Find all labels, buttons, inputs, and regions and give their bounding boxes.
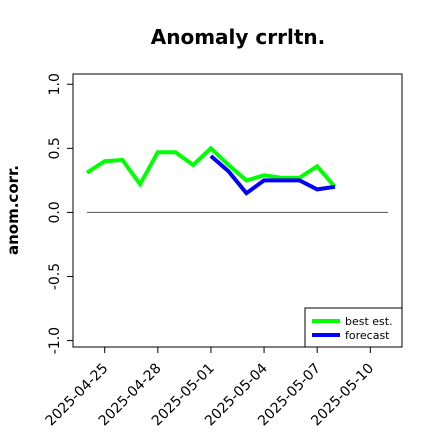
y-tick-label: -0.5 (47, 263, 63, 290)
series-line-forecast (209, 154, 336, 196)
y-axis-label: anom.corr. (4, 165, 22, 255)
chart-title: Anomaly crrltn. (151, 25, 325, 49)
legend-box (304, 307, 403, 348)
y-tick-label: 1.0 (47, 73, 63, 95)
y-tick-label: 0.5 (47, 137, 63, 159)
legend-label-forecast: forecast (345, 329, 390, 342)
y-tick-label: -1.0 (47, 327, 63, 354)
plot-frame (72, 73, 403, 348)
legend: best est. forecast (304, 307, 403, 348)
legend-label-best-est: best est. (345, 315, 393, 328)
x-axis: 2025-04-252025-04-282025-05-012025-05-04… (43, 347, 377, 429)
series-line-best-est (85, 145, 337, 189)
y-tick-label: 0.0 (47, 201, 63, 223)
series-layer (85, 145, 337, 196)
y-axis: -1.0 -0.5 0.0 0.5 1.0 (47, 73, 73, 354)
